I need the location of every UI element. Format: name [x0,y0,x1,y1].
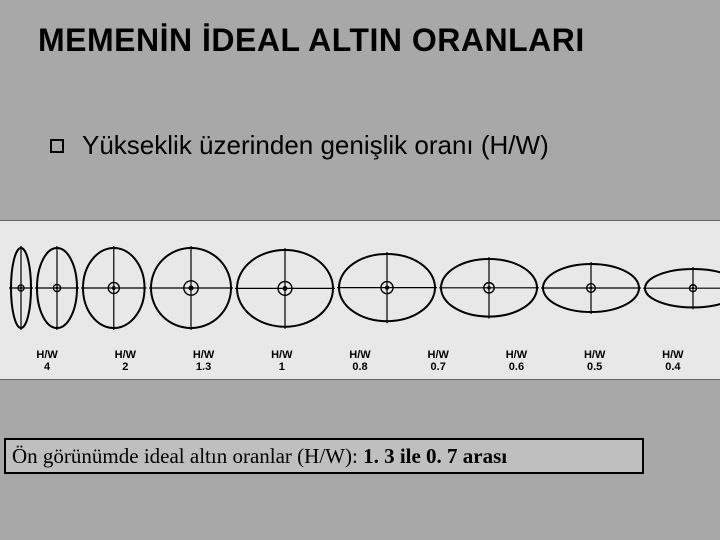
ellipse-item [234,247,336,330]
ellipse-item [148,245,234,331]
ellipse-icon [148,245,234,331]
ellipse-icon [540,261,642,315]
ratio-label: H/W0.7 [428,349,449,373]
ratio-label: H/W0.4 [662,349,683,373]
ratio-label: H/W0.8 [349,349,370,373]
bullet-icon [50,139,64,153]
ratio-diagram: H/W4 H/W2 H/W1.3 H/W1 H/W0.8 H/W0.7 H/W0.6 H/W0… [0,220,720,380]
ellipse-item [34,245,80,331]
ellipse-icon [438,256,540,320]
ellipse-icon [336,251,438,324]
ratio-label: H/W0.5 [584,349,605,373]
ellipse-item [642,266,720,310]
slide-title: MEMENİN İDEAL ALTIN ORANLARI [38,22,585,59]
labels-row: H/W4 H/W2 H/W1.3 H/W1 H/W0.8 H/W0.7 H/W0.6 H/W0… [0,349,720,373]
ellipse-icon [80,245,148,331]
ellipse-item [8,245,34,331]
ellipse-icon [234,247,336,330]
footer-text: Ön görünümde ideal altın oranlar (H/W): … [12,444,507,469]
ratio-label: H/W1.3 [193,349,214,373]
ratio-label: H/W4 [36,349,57,373]
ellipse-icon [642,266,720,310]
footer-box: Ön görünümde ideal altın oranlar (H/W): … [4,438,644,474]
bullet-row: Yükseklik üzerinden genişlik oranı (H/W) [50,130,549,161]
bullet-text: Yükseklik üzerinden genişlik oranı (H/W) [82,130,549,161]
footer-prefix: Ön görünümde ideal altın oranlar (H/W): [12,444,363,468]
footer-values: 1. 3 ile 0. 7 arası [363,444,507,468]
ratio-label: H/W2 [115,349,136,373]
ellipse-item [540,261,642,315]
ratio-label: H/W0.6 [506,349,527,373]
ellipse-icon [8,245,34,331]
ellipse-item [336,251,438,324]
ellipse-item [438,256,540,320]
ellipses-row [0,233,720,343]
ellipse-icon [34,245,80,331]
slide: MEMENİN İDEAL ALTIN ORANLARI Yükseklik ü… [0,0,720,540]
ratio-label: H/W1 [271,349,292,373]
ellipse-item [80,245,148,331]
